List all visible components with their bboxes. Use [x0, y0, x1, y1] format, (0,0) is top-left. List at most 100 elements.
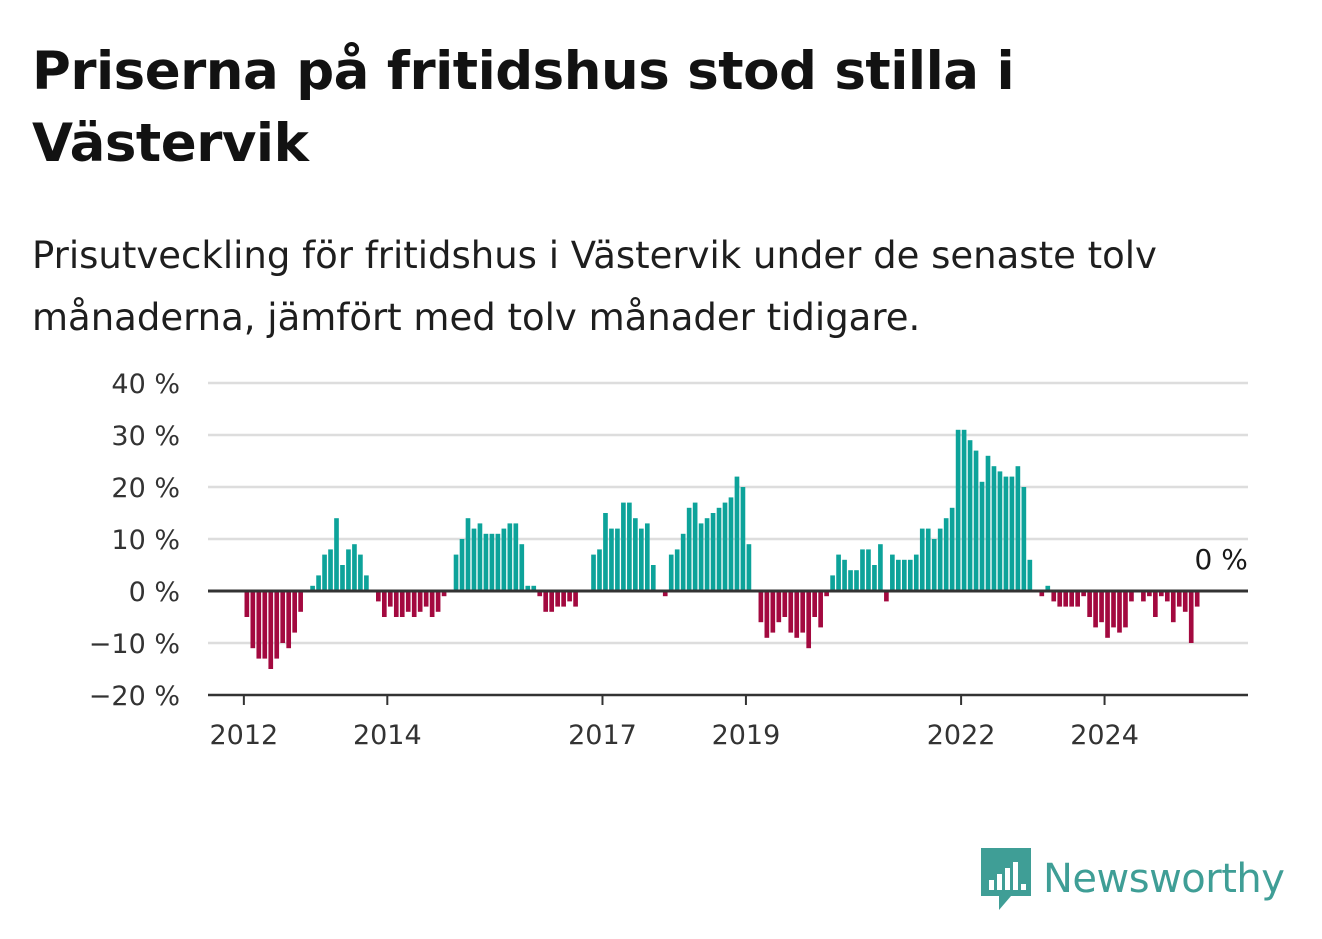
bar [435, 591, 441, 612]
bar [776, 591, 782, 623]
bar [1057, 591, 1063, 607]
bar [1015, 466, 1021, 591]
bar [1063, 591, 1069, 607]
bar [1045, 585, 1051, 591]
brand-name: Newsworthy [1043, 856, 1285, 902]
bar [627, 502, 632, 591]
bar [567, 591, 572, 602]
bar [381, 591, 387, 617]
bar [352, 544, 357, 591]
y-tick-label: −10 % [89, 629, 180, 660]
y-tick-label: 30 % [111, 421, 180, 452]
bar [399, 591, 405, 617]
bar [955, 429, 961, 591]
bar [1009, 476, 1015, 591]
bar [680, 533, 686, 591]
bar [931, 539, 937, 591]
bar [561, 591, 566, 607]
bar [770, 591, 776, 633]
bar [830, 575, 835, 591]
bar [1105, 591, 1110, 638]
bar [1141, 591, 1146, 602]
bar [286, 591, 292, 649]
bar [907, 559, 913, 591]
bar [346, 549, 351, 591]
bar [549, 591, 555, 612]
bar [519, 544, 525, 591]
bar [884, 591, 889, 602]
bar [818, 591, 823, 628]
bar [704, 518, 710, 591]
bar [842, 559, 847, 591]
bar [441, 591, 447, 597]
bar [824, 591, 829, 597]
bar [621, 502, 626, 591]
bar [746, 544, 752, 591]
bar [244, 591, 250, 617]
bar [411, 591, 417, 617]
bar [794, 591, 800, 638]
bar [686, 507, 692, 591]
bar [501, 528, 507, 591]
x-tick-label: 2014 [353, 720, 422, 751]
bar [615, 528, 620, 591]
axes [208, 589, 1248, 697]
bar [740, 487, 746, 591]
bar [477, 523, 483, 591]
bar [1176, 591, 1182, 607]
bar [393, 591, 399, 617]
bar [495, 533, 501, 591]
x-tick-label: 2019 [712, 720, 781, 751]
bar [274, 591, 280, 659]
bar [662, 591, 668, 597]
y-tick-label: 20 % [111, 473, 180, 504]
bar [489, 533, 495, 591]
bar [722, 502, 728, 591]
bar [483, 533, 489, 591]
bar [925, 528, 931, 591]
x-tick-label: 2012 [210, 720, 279, 751]
bar [650, 565, 656, 591]
bar [537, 591, 543, 597]
bar [543, 591, 549, 612]
bar [334, 518, 339, 591]
x-tick-label: 2022 [927, 720, 996, 751]
bar [555, 591, 560, 607]
bar [866, 549, 871, 591]
bar [896, 559, 901, 591]
bar [1188, 591, 1194, 643]
last-value-label: 0 % [1195, 543, 1248, 576]
bar [423, 591, 429, 607]
bar [1087, 591, 1092, 617]
bar [967, 440, 973, 591]
bar [854, 570, 859, 591]
bar [674, 549, 680, 591]
bar [262, 591, 268, 659]
x-tick-label: 2017 [568, 720, 637, 751]
bar [316, 575, 321, 591]
bar [949, 507, 955, 591]
bar [465, 518, 471, 591]
bar [1153, 591, 1158, 617]
y-tick-label: −20 % [89, 681, 180, 712]
bar [1039, 591, 1045, 597]
bar [961, 429, 967, 591]
bar [364, 575, 369, 591]
bar [1111, 591, 1116, 628]
bar [405, 591, 411, 612]
bar [1170, 591, 1176, 623]
bar [459, 539, 465, 591]
bar [387, 591, 393, 607]
bar [1164, 591, 1170, 602]
bar [997, 471, 1003, 591]
bar [507, 523, 513, 591]
bar [603, 513, 608, 591]
bar [429, 591, 435, 617]
bar [848, 570, 853, 591]
bar [943, 518, 949, 591]
bar [919, 528, 925, 591]
bar [1117, 591, 1122, 633]
bar [633, 518, 638, 591]
bar [1021, 487, 1027, 591]
bar [525, 585, 531, 591]
